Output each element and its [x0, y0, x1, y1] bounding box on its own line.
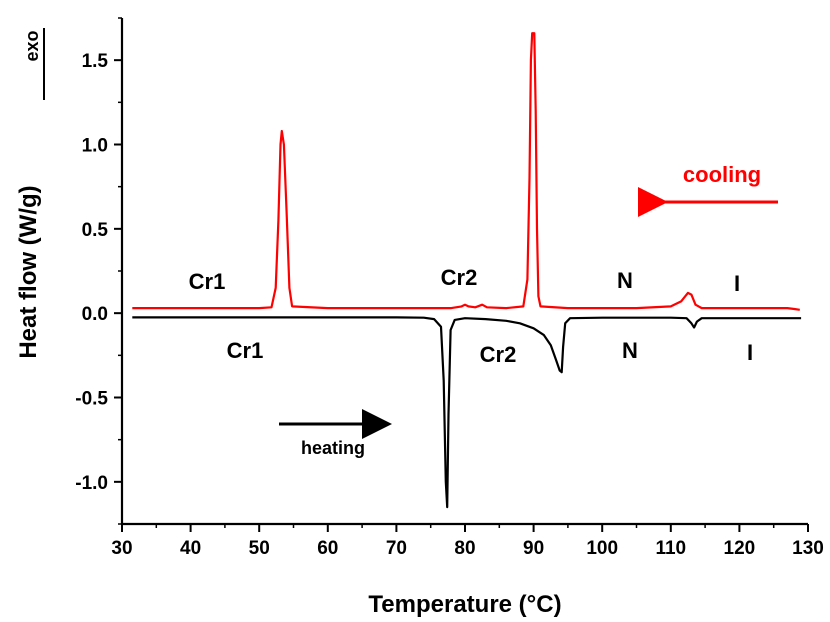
x-tick-label: 80	[454, 538, 475, 559]
phase-label-i-heating: I	[747, 340, 753, 365]
x-tick-label: 120	[724, 538, 756, 559]
x-tick-label: 100	[586, 538, 618, 559]
x-ticks: 30 40 50 60 70 80 90 100 110 120 130	[111, 524, 824, 559]
x-tick-label: 40	[180, 538, 201, 559]
phase-label-cr2-heating: Cr2	[480, 342, 517, 367]
y-tick-label: 0.5	[82, 220, 109, 241]
y-tick-label: 0.0	[82, 304, 108, 325]
y-tick-label: 1.5	[82, 51, 109, 72]
y-tick-label: 1.0	[82, 136, 108, 157]
x-axis-title: Temperature (°C)	[368, 591, 561, 618]
series-line-heating	[132, 316, 802, 509]
x-tick-label: 60	[317, 538, 338, 559]
heating-label: heating	[301, 438, 365, 458]
phase-label-cr1-heating: Cr1	[227, 338, 264, 363]
x-tick-label: 70	[386, 538, 407, 559]
phase-label-n-heating: N	[622, 338, 638, 363]
phase-label-i-cooling: I	[734, 271, 740, 296]
x-tick-label: 130	[792, 538, 824, 559]
series-line-cooling	[132, 32, 800, 311]
phase-label-cr1-cooling: Cr1	[189, 269, 226, 294]
y-tick-label: -1.0	[75, 473, 108, 494]
y-ticks: -1.0 -0.5 0.0 0.5 1.0 1.5	[75, 17, 122, 525]
phase-label-n-cooling: N	[617, 268, 633, 293]
exo-label: exo	[22, 30, 42, 61]
x-tick-label: 90	[523, 538, 544, 559]
phase-label-cr2-cooling: Cr2	[441, 265, 478, 290]
cooling-label: cooling	[683, 162, 761, 187]
x-tick-label: 30	[111, 538, 132, 559]
y-axis-title: Heat flow (W/g)	[15, 185, 42, 358]
y-tick-label: -0.5	[75, 389, 108, 410]
x-tick-label: 50	[249, 538, 270, 559]
x-tick-label: 110	[655, 538, 686, 559]
